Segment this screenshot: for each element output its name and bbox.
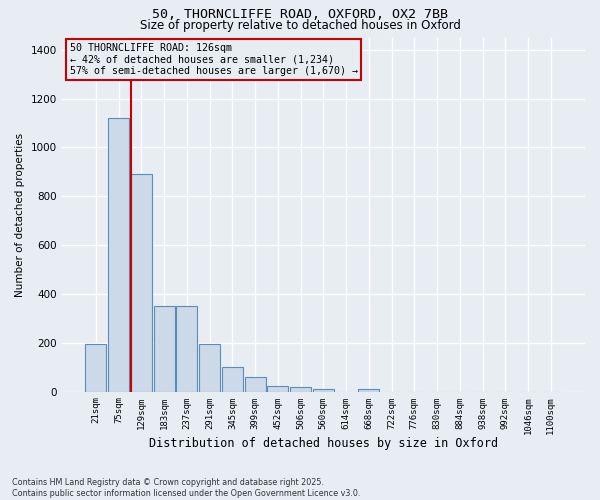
X-axis label: Distribution of detached houses by size in Oxford: Distribution of detached houses by size … bbox=[149, 437, 498, 450]
Bar bbox=[154, 306, 175, 392]
Bar bbox=[176, 306, 197, 392]
Y-axis label: Number of detached properties: Number of detached properties bbox=[15, 132, 25, 296]
Bar bbox=[108, 118, 129, 392]
Bar bbox=[222, 368, 243, 392]
Bar bbox=[199, 344, 220, 392]
Text: 50 THORNCLIFFE ROAD: 126sqm
← 42% of detached houses are smaller (1,234)
57% of : 50 THORNCLIFFE ROAD: 126sqm ← 42% of det… bbox=[70, 43, 358, 76]
Bar bbox=[245, 376, 266, 392]
Bar bbox=[131, 174, 152, 392]
Bar bbox=[268, 386, 289, 392]
Text: Size of property relative to detached houses in Oxford: Size of property relative to detached ho… bbox=[140, 18, 460, 32]
Bar bbox=[85, 344, 106, 392]
Bar bbox=[290, 387, 311, 392]
Text: Contains HM Land Registry data © Crown copyright and database right 2025.
Contai: Contains HM Land Registry data © Crown c… bbox=[12, 478, 361, 498]
Bar bbox=[358, 389, 379, 392]
Text: 50, THORNCLIFFE ROAD, OXFORD, OX2 7BB: 50, THORNCLIFFE ROAD, OXFORD, OX2 7BB bbox=[152, 8, 448, 20]
Bar bbox=[313, 389, 334, 392]
